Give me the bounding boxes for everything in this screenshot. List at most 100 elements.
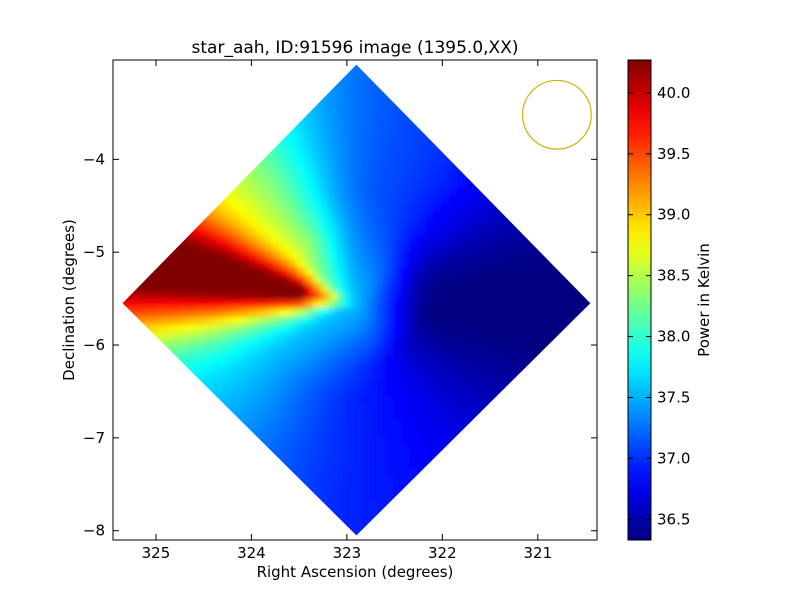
heatmap-cell: [473, 388, 482, 397]
heatmap-cell: [353, 164, 362, 173]
heatmap-cell: [201, 324, 210, 333]
heatmap-cell: [369, 148, 378, 157]
heatmap-cell: [313, 156, 322, 165]
heatmap-cell: [361, 428, 370, 437]
heatmap-cell: [449, 324, 458, 333]
heatmap-cell: [329, 300, 338, 309]
heatmap-cell: [353, 268, 362, 277]
heatmap-cell: [473, 316, 482, 325]
heatmap-cell: [257, 340, 266, 349]
heatmap-cell: [545, 284, 554, 293]
heatmap-cell: [481, 260, 490, 269]
heatmap-cell: [393, 236, 402, 245]
heatmap-cell: [193, 236, 202, 245]
heatmap-cell: [377, 460, 386, 469]
heatmap-cell: [417, 244, 426, 253]
heatmap-cell: [441, 340, 450, 349]
heatmap-cell: [401, 444, 410, 453]
heatmap-cell: [329, 100, 338, 109]
heatmap-cell: [209, 388, 218, 397]
heatmap-cell: [209, 276, 218, 285]
heatmap-cell: [409, 452, 418, 461]
heatmap-cell: [401, 140, 410, 149]
heatmap-cell: [313, 228, 322, 237]
heatmap-cell: [329, 324, 338, 333]
heatmap-cell: [321, 316, 330, 325]
heatmap-cell: [321, 292, 330, 301]
heatmap-cell: [393, 124, 402, 133]
heatmap-cell: [409, 124, 418, 133]
heatmap-cell: [321, 260, 330, 269]
heatmap-cell: [465, 220, 474, 229]
heatmap-cell: [545, 300, 554, 309]
heatmap-cell: [369, 188, 378, 197]
heatmap-cell: [345, 308, 354, 317]
heatmap-cell: [225, 332, 234, 341]
heatmap-cell: [257, 324, 266, 333]
heatmap-cell: [425, 348, 434, 357]
heatmap-cell: [433, 300, 442, 309]
heatmap-cell: [345, 108, 354, 117]
heatmap-cell: [377, 372, 386, 381]
heatmap-cell: [337, 380, 346, 389]
heatmap-cell: [297, 228, 306, 237]
heatmap-cell: [361, 308, 370, 317]
heatmap-cell: [425, 404, 434, 413]
heatmap-cell: [297, 148, 306, 157]
heatmap-cell: [329, 156, 338, 165]
heatmap-cell: [321, 356, 330, 365]
heatmap-cell: [417, 348, 426, 357]
heatmap-cell: [489, 236, 498, 245]
heatmap-cell: [329, 220, 338, 229]
heatmap-cell: [329, 260, 338, 269]
heatmap-cell: [129, 292, 138, 301]
heatmap-cell: [345, 492, 354, 501]
heatmap-cell: [281, 404, 290, 413]
heatmap-cell: [249, 276, 258, 285]
heatmap-cell: [353, 436, 362, 445]
heatmap-cell: [473, 188, 482, 197]
heatmap-cell: [513, 260, 522, 269]
heatmap-cell: [297, 220, 306, 229]
heatmap-cell: [305, 452, 314, 461]
heatmap-cell: [353, 260, 362, 269]
heatmap-cell: [457, 212, 466, 221]
heatmap-cell: [305, 324, 314, 333]
heatmap-cell: [273, 420, 282, 429]
heatmap-cell: [321, 276, 330, 285]
heatmap-cell: [345, 412, 354, 421]
heatmap-cell: [329, 372, 338, 381]
heatmap-cell: [337, 244, 346, 253]
heatmap-cell: [361, 476, 370, 485]
heatmap-cell: [361, 212, 370, 221]
heatmap-cell: [409, 412, 418, 421]
heatmap-cell: [369, 444, 378, 453]
heatmap-cell: [521, 316, 530, 325]
heatmap-cell: [273, 404, 282, 413]
heatmap-cell: [433, 244, 442, 253]
heatmap-cell: [345, 524, 354, 533]
heatmap-cell: [233, 244, 242, 253]
heatmap-cell: [537, 300, 546, 309]
heatmap-cell: [249, 340, 258, 349]
heatmap-cell: [185, 252, 194, 261]
heatmap-cell: [185, 356, 194, 365]
heatmap-cell: [393, 220, 402, 229]
heatmap-cell: [433, 220, 442, 229]
heatmap-cell: [545, 316, 554, 325]
heatmap-cell: [265, 380, 274, 389]
heatmap-cell: [497, 212, 506, 221]
heatmap-cell: [257, 188, 266, 197]
heatmap-cell: [361, 340, 370, 349]
heatmap-cell: [473, 268, 482, 277]
heatmap-cell: [465, 236, 474, 245]
heatmap-cell: [473, 332, 482, 341]
heatmap-cell: [297, 372, 306, 381]
heatmap-cell: [473, 356, 482, 365]
heatmap-cell: [409, 276, 418, 285]
heatmap-cell: [401, 132, 410, 141]
heatmap-cell: [401, 268, 410, 277]
heatmap-cell: [465, 196, 474, 205]
heatmap-cell: [401, 212, 410, 221]
heatmap-cell: [257, 300, 266, 309]
